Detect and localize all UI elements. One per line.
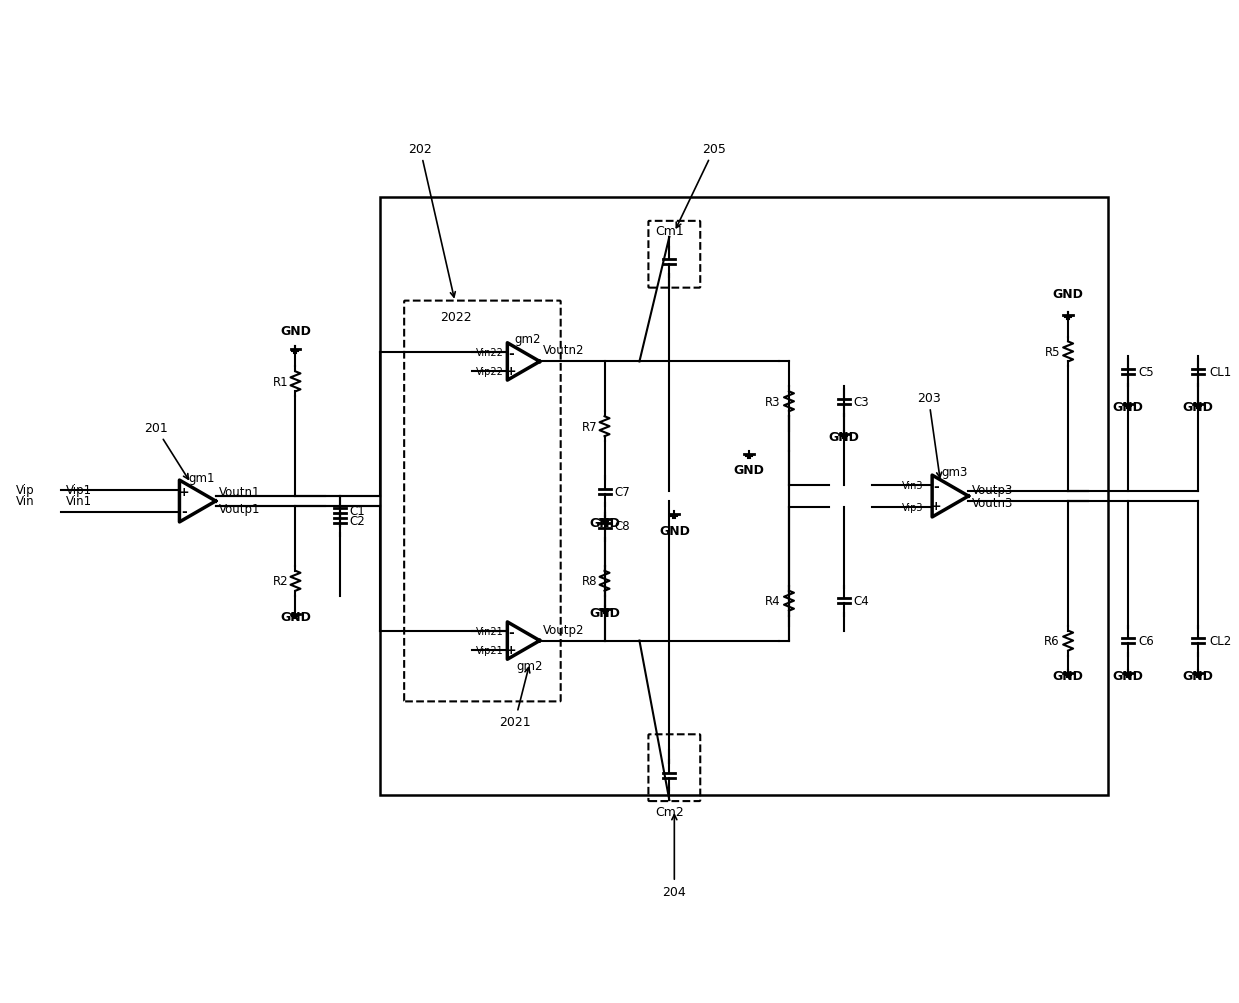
Text: 202: 202 [408,142,455,298]
Text: gm2: gm2 [517,660,543,673]
Text: GND: GND [659,525,690,538]
Text: Vin: Vin [16,495,35,508]
Text: gm2: gm2 [514,333,540,346]
Text: 205: 205 [676,142,726,229]
Text: R1: R1 [273,375,289,388]
Text: C7: C7 [615,485,631,498]
Text: 203: 203 [917,392,942,478]
Text: R2: R2 [273,575,289,588]
Text: 2021: 2021 [499,668,530,728]
Text: 204: 204 [663,814,686,898]
Text: Voutp1: Voutp1 [219,503,260,516]
Text: R8: R8 [582,575,597,588]
Text: GND: GND [1113,670,1144,683]
Text: 2022: 2022 [440,311,472,324]
Text: R7: R7 [582,420,597,433]
Text: GND: GND [1053,287,1084,300]
Text: GND: GND [280,610,311,623]
Text: Vip21: Vip21 [476,645,503,655]
Text: 201: 201 [144,422,188,479]
Text: GND: GND [1182,401,1213,414]
Bar [380,198,1108,795]
Text: C4: C4 [854,595,870,608]
Text: GND: GND [829,430,860,443]
Text: -: - [181,505,187,519]
Text: -: - [508,625,514,639]
Text: Vin22: Vin22 [476,348,503,358]
Text: Cm2: Cm2 [655,805,684,818]
Text: C2: C2 [349,515,366,528]
Text: Vip3: Vip3 [902,503,924,513]
Text: Voutp3: Voutp3 [971,483,1012,496]
Text: -: - [508,346,514,360]
Text: R4: R4 [766,595,781,608]
Text: Cm1: Cm1 [655,225,684,238]
Text: -: - [933,479,939,493]
Text: Voutn3: Voutn3 [971,497,1012,510]
Text: Voutn2: Voutn2 [543,344,585,357]
Text: CL2: CL2 [1209,635,1232,647]
Text: Voutn1: Voutn1 [219,485,260,498]
Text: C8: C8 [615,520,631,533]
Text: GND: GND [589,606,620,619]
Text: R6: R6 [1044,635,1061,647]
Text: gm1: gm1 [188,471,216,484]
Text: gm3: gm3 [942,465,968,478]
Text: +: + [506,643,517,656]
Text: GND: GND [1182,670,1213,683]
Text: Voutp2: Voutp2 [543,623,585,636]
Text: +: + [930,499,942,513]
Text: Vip: Vip [16,483,35,496]
Text: Vip1: Vip1 [66,483,93,496]
Text: C3: C3 [854,395,870,408]
Text: C6: C6 [1137,635,1154,647]
Text: CL1: CL1 [1209,365,1232,378]
Text: GND: GND [280,324,311,337]
Text: +: + [506,364,517,377]
Text: GND: GND [1113,401,1144,414]
Text: Vip22: Vip22 [476,366,503,376]
Text: Vin21: Vin21 [476,627,503,637]
Text: Vin1: Vin1 [66,495,93,508]
Text: GND: GND [733,463,764,476]
Text: Vin3: Vin3 [902,480,924,490]
Text: R5: R5 [1044,346,1059,359]
Text: R3: R3 [766,395,781,408]
Text: +: + [178,485,188,498]
Text: C1: C1 [349,505,366,518]
Text: GND: GND [589,517,620,530]
Text: C5: C5 [1137,365,1154,378]
Text: GND: GND [1053,670,1084,683]
